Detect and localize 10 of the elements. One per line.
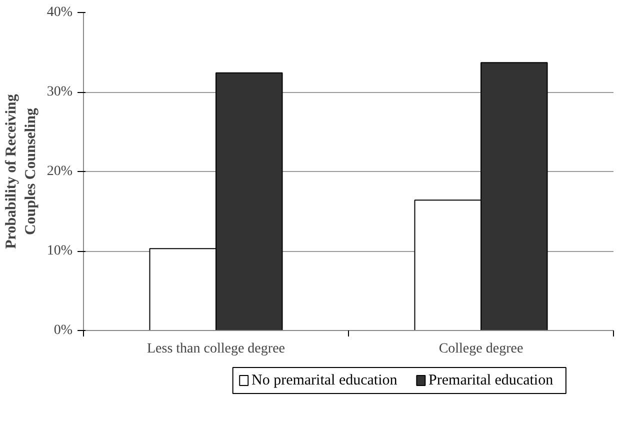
y-tick-label: 10% <box>46 244 73 258</box>
y-tick-label: 30% <box>46 84 73 100</box>
y-tick-label: 20% <box>46 164 73 179</box>
y-axis-title: Probability of Receiving Couples Counseling <box>4 94 39 249</box>
legend-label: Premarital education <box>428 372 554 388</box>
x-tick-label: Less than college degree <box>147 342 286 356</box>
x-tick-label: College degree <box>438 342 524 356</box>
legend-label: No premarital education <box>251 372 398 388</box>
y-tick-label: 40% <box>46 5 73 20</box>
y-tick-label: 0% <box>54 323 73 338</box>
